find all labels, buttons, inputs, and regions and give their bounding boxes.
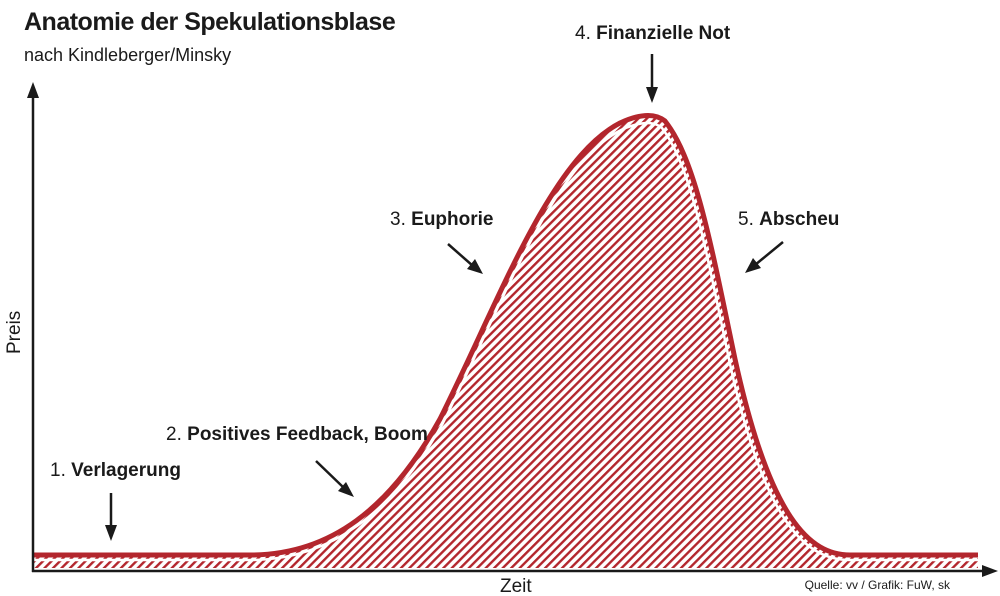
phase-4-label: 4. Finanzielle Not [575,23,731,44]
phase-2-arrow [315,460,354,497]
phase-2-name: Positives Feedback, Boom [187,424,428,445]
bubble-inner-outline [34,121,978,562]
phase-4-name: Finanzielle Not [596,23,731,44]
source-note: Quelle: vv / Grafik: FuW, sk [804,578,950,592]
phase-1-label: 1. Verlagerung [50,460,181,481]
phase-5-name: Abscheu [759,209,839,230]
phase-3-number: 3. [390,209,406,230]
bubble-curve [34,113,978,558]
x-axis-label: Zeit [500,576,532,596]
y-axis [27,82,39,572]
diagram-subtitle: nach Kindleberger/Minsky [24,45,232,65]
x-axis [32,565,998,577]
phase-1-arrow [105,493,117,541]
phase-3-name: Euphorie [411,209,493,230]
phase-5-number: 5. [738,209,754,230]
phase-3-label: 3. Euphorie [390,209,493,230]
phase-4-arrow [646,54,658,103]
phase-2-number: 2. [166,424,182,445]
phase-5-label: 5. Abscheu [738,209,839,230]
phase-1-name: Verlagerung [71,460,181,481]
diagram-title: Anatomie der Spekulationsblase [24,8,396,36]
phase-4-number: 4. [575,23,591,44]
phase-5-arrow [745,241,784,273]
phase-3-arrow [447,243,483,274]
y-axis-label: Preis [4,311,25,354]
phase-1-number: 1. [50,460,66,481]
bubble-area [34,116,978,568]
phase-2-label: 2. Positives Feedback, Boom [166,424,428,445]
